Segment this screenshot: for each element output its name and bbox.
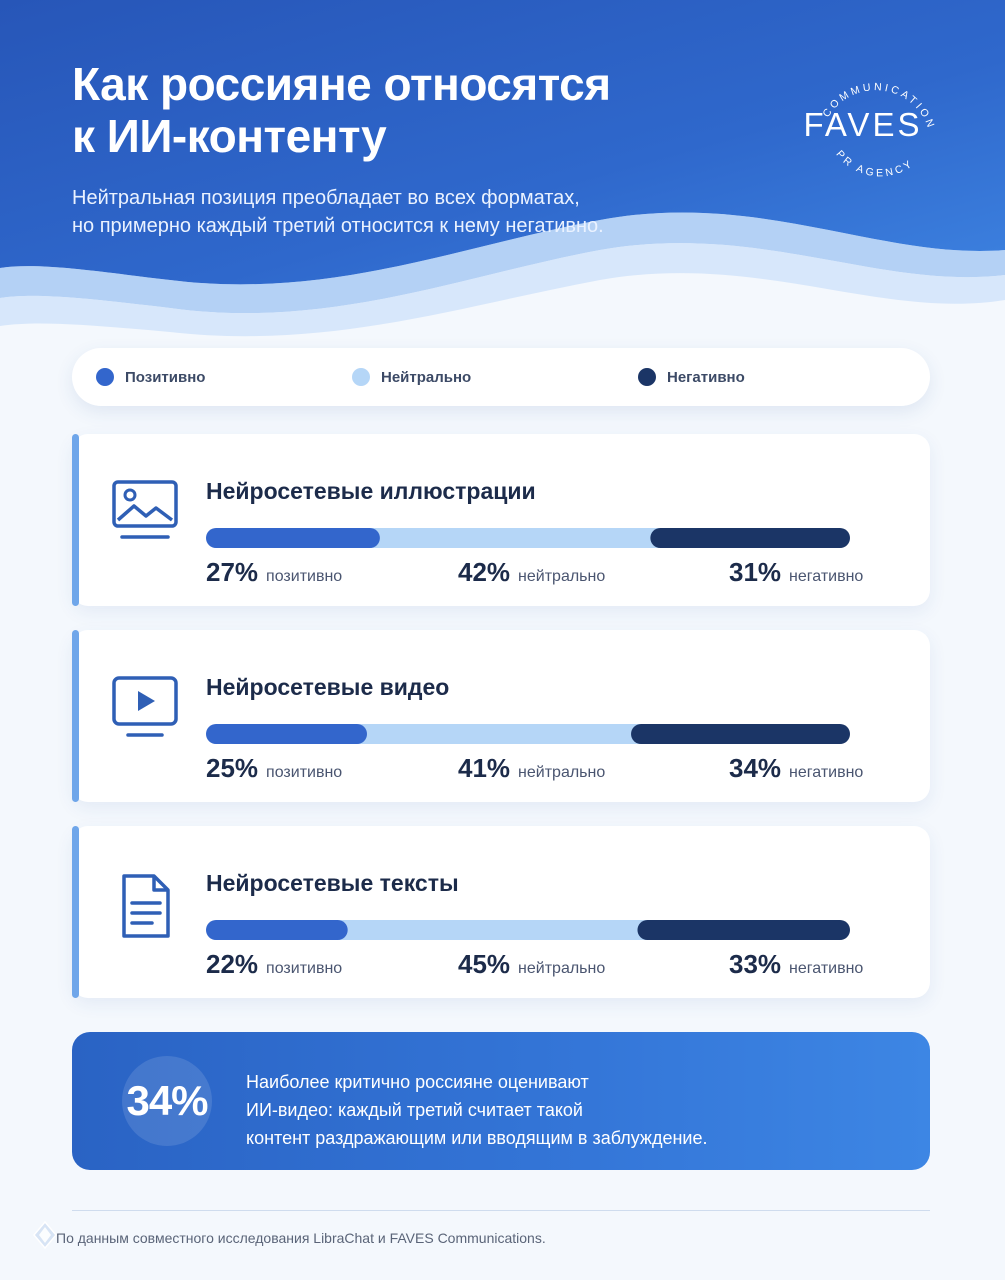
page-subtitle: Нейтральная позиция преобладает во всех …	[72, 184, 604, 240]
stat-positive: 27% позитивно	[206, 557, 342, 588]
legend-dot-negative	[638, 368, 656, 386]
chart-legend: Позитивно Нейтрально Негативно	[72, 348, 930, 406]
legend-item-negative: Негативно	[638, 348, 745, 406]
bar-segment-neutral	[357, 724, 642, 744]
stat-label-negative: негативно	[789, 764, 864, 781]
bar-segment-positive	[206, 724, 367, 744]
logo-arc-text: COMMUNICATIONS PR AGENCY	[795, 41, 934, 179]
bar-segment-negative	[637, 920, 850, 940]
callout-number: 34%	[126, 1077, 208, 1124]
card-accent-bar	[72, 826, 79, 998]
stacked-bar	[206, 528, 850, 548]
stat-label-negative: негативно	[789, 960, 864, 977]
logo-wordmark: FAVES	[803, 106, 923, 143]
svg-text:PR AGENCY: PR AGENCY	[834, 148, 917, 179]
callout-text: Наиболее критично россияне оценивают ИИ-…	[246, 1068, 708, 1152]
page-subtitle-line-1: Нейтральная позиция преобладает во всех …	[72, 187, 580, 209]
stat-value-neutral: 45%	[458, 949, 511, 979]
page-title: Как россияне относятся к ИИ-контенту	[72, 58, 611, 162]
legend-dot-positive	[96, 368, 114, 386]
legend-label-positive: Позитивно	[125, 368, 206, 386]
callout-text-line-2: ИИ-видео: каждый третий считает такой	[246, 1100, 583, 1120]
stat-value-positive: 25%	[206, 753, 259, 783]
card-accent-bar	[72, 434, 79, 606]
stat-value-neutral: 41%	[458, 753, 511, 783]
stat-value-negative: 34%	[729, 753, 782, 783]
stat-label-negative: негативно	[789, 568, 864, 585]
card-title: Нейросетевые иллюстрации	[206, 478, 536, 504]
bar-segment-positive	[206, 528, 380, 548]
stat-value-positive: 27%	[206, 557, 259, 587]
image-icon	[110, 478, 180, 548]
card-illustrations: Нейросетевые иллюстрации 27% позитивно 42…	[72, 434, 930, 606]
callout-text-line-1: Наиболее критично россияне оценивают	[246, 1072, 589, 1092]
page-title-line-1: Как россияне относятся	[72, 58, 611, 110]
stat-label-positive: позитивно	[266, 764, 343, 781]
stat-value-positive: 22%	[206, 949, 259, 979]
stat-neutral: 45% нейтрально	[458, 949, 605, 980]
stat-label-neutral: нейтрально	[518, 764, 606, 781]
stat-label-positive: позитивно	[266, 568, 343, 585]
card-accent-bar	[72, 630, 79, 802]
card-title: Нейросетевые тексты	[206, 870, 459, 896]
logo-arc-bottom: PR AGENCY	[834, 148, 914, 179]
stat-negative: 31% негативно	[729, 557, 863, 588]
bar-segment-neutral	[337, 920, 648, 940]
bar-segment-negative	[650, 528, 850, 548]
stat-value-negative: 31%	[729, 557, 782, 587]
card-texts: Нейросетевые тексты 22% позитивно 45% нейт…	[72, 826, 930, 998]
footer-source: По данным совместного исследования Libra…	[56, 1230, 546, 1246]
stat-label-neutral: нейтрально	[518, 960, 606, 977]
page-subtitle-line-2: но примерно каждый третий относится к не…	[72, 215, 604, 237]
callout-circle	[122, 1056, 212, 1146]
hero-background	[0, 0, 1005, 360]
stat-value-negative: 33%	[729, 949, 782, 979]
stat-neutral: 42% нейтрально	[458, 557, 605, 588]
bar-segment-negative	[631, 724, 850, 744]
page-title-line-2: к ИИ-контенту	[72, 110, 387, 162]
stat-label-positive: позитивно	[266, 960, 343, 977]
key-insight-callout: 34% Наиболее критично россияне оценивают…	[72, 1032, 930, 1170]
legend-label-negative: Негативно	[667, 368, 745, 386]
stat-positive: 25% позитивно	[206, 753, 342, 784]
legend-item-positive: Позитивно	[96, 348, 205, 406]
stat-positive: 22% позитивно	[206, 949, 342, 980]
stat-negative: 34% негативно	[729, 753, 863, 784]
stacked-bar	[206, 724, 850, 744]
stat-negative: 33% негативно	[729, 949, 863, 980]
card-title: Нейросетевые видео	[206, 674, 450, 700]
legend-item-neutral: Нейтрально	[352, 348, 471, 406]
legend-label-neutral: Нейтрально	[381, 368, 472, 386]
legend-dot-neutral	[352, 368, 370, 386]
document-icon	[110, 870, 180, 940]
bar-segment-positive	[206, 920, 348, 940]
video-play-icon	[110, 674, 180, 744]
callout-text-line-3: контент раздражающим или вводящим в забл…	[246, 1128, 708, 1148]
hero-banner	[0, 0, 1005, 360]
diamond-logo-icon	[30, 1220, 60, 1250]
footer-divider	[72, 1210, 930, 1211]
stacked-bar	[206, 920, 850, 940]
bar-segment-neutral	[369, 528, 661, 548]
card-videos: Нейросетевые видео 25% позитивно 41% нейтр…	[72, 630, 930, 802]
stat-value-neutral: 42%	[458, 557, 511, 587]
stat-label-neutral: нейтрально	[518, 568, 606, 585]
stat-neutral: 41% нейтрально	[458, 753, 605, 784]
faves-logo: COMMUNICATIONS PR AGENCY FAVES	[795, 41, 950, 200]
